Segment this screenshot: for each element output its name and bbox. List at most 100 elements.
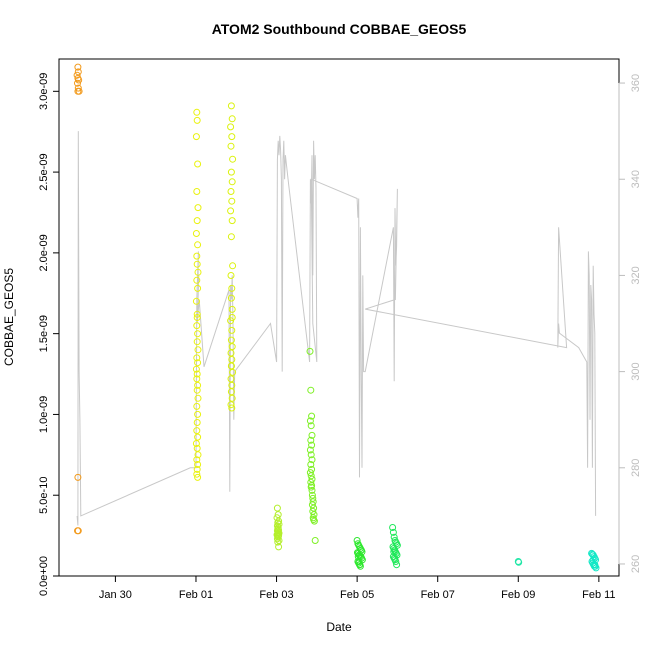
- data-point: [194, 461, 202, 468]
- data-point: [308, 431, 316, 439]
- data-point: [228, 356, 236, 363]
- data-point: [228, 197, 236, 205]
- data-point: [194, 394, 202, 402]
- data-point: [194, 433, 202, 441]
- data-point: [193, 252, 201, 260]
- data-point: [306, 446, 314, 454]
- data-point: [193, 470, 201, 478]
- y-axis-label: COBBAE_GEOS5: [2, 268, 16, 366]
- data-point: [308, 491, 316, 499]
- data-point: [193, 314, 201, 321]
- data-point: [227, 401, 235, 409]
- data-point: [389, 524, 397, 531]
- y-tick-label: 1.0e-09: [38, 396, 50, 433]
- data-point: [194, 330, 202, 338]
- data-point: [227, 375, 235, 383]
- data-point: [193, 217, 201, 225]
- data-point: [194, 473, 202, 481]
- right-axis: 260 280 300 320 340 360: [618, 74, 642, 573]
- data-point: [355, 558, 363, 565]
- data-point: [193, 116, 201, 124]
- data-point: [228, 133, 236, 141]
- data-point: [308, 486, 316, 494]
- data-point: [193, 354, 201, 362]
- data-point: [193, 456, 201, 464]
- data-point: [192, 297, 200, 305]
- data-point: [194, 381, 202, 389]
- data-point: [74, 527, 81, 535]
- data-point: [228, 394, 236, 402]
- data-point: [193, 276, 201, 284]
- data-point: [307, 451, 315, 459]
- scatter-points-layer: [73, 63, 600, 572]
- data-point: [306, 347, 314, 355]
- y-tick-label: 5.0e-10: [38, 477, 50, 514]
- data-point: [228, 178, 236, 186]
- altitude-line: [76, 131, 597, 526]
- y-tick-label: 2.0e-09: [38, 234, 50, 271]
- data-point: [229, 155, 237, 163]
- data-point: [273, 504, 281, 512]
- data-point: [306, 469, 314, 477]
- right-tick-label: 300: [630, 362, 642, 380]
- data-point: [389, 528, 397, 536]
- data-point: [228, 284, 236, 292]
- data-point: [194, 241, 202, 249]
- y-tick-label: 1.5e-09: [38, 315, 50, 352]
- data-point: [228, 217, 236, 225]
- data-point: [74, 63, 82, 71]
- data-point: [308, 412, 316, 420]
- right-tick-label: 280: [630, 459, 642, 477]
- data-point: [307, 483, 315, 491]
- data-point: [227, 168, 235, 176]
- data-point: [227, 388, 235, 396]
- data-point: [227, 207, 235, 215]
- data-point: [193, 370, 201, 378]
- data-point: [193, 386, 201, 394]
- data-point: [192, 230, 200, 237]
- data-point: [310, 504, 318, 512]
- data-point: [515, 558, 523, 566]
- data-point: [227, 123, 235, 131]
- data-point: [228, 404, 236, 412]
- data-point: [306, 417, 314, 425]
- data-point: [228, 314, 236, 321]
- data-point: [307, 386, 315, 394]
- data-point: [309, 494, 317, 502]
- y-tick-label: 3.0e-09: [38, 73, 50, 110]
- data-point: [227, 294, 235, 302]
- data-point: [307, 472, 315, 480]
- data-point: [392, 558, 400, 565]
- data-point: [354, 553, 362, 561]
- data-point: [390, 533, 398, 541]
- data-point: [391, 554, 399, 562]
- data-point: [227, 362, 235, 370]
- data-point: [353, 537, 361, 544]
- data-point: [193, 310, 201, 318]
- data-point: [228, 343, 236, 351]
- data-point: [307, 436, 315, 444]
- data-point: [74, 84, 82, 92]
- data-point: [393, 561, 401, 569]
- x-tick-label: Feb 11: [582, 589, 615, 601]
- x-tick-label: Feb 09: [501, 589, 535, 601]
- data-point: [193, 188, 201, 195]
- x-tick-label: Jan 30: [99, 589, 132, 601]
- data-point: [194, 204, 202, 212]
- y-axis: 0.0e+00 5.0e-10 1.0e-09 1.5e-09 2.0e-09 2.5e-…: [38, 73, 59, 596]
- y-tick-label: 2.5e-09: [38, 153, 50, 190]
- data-point: [227, 102, 235, 110]
- data-point: [194, 268, 202, 276]
- data-point: [74, 68, 82, 76]
- data-point: [227, 349, 235, 357]
- data-point: [193, 419, 201, 426]
- data-point: [311, 537, 319, 544]
- data-point: [194, 284, 202, 292]
- plot-frame: [58, 58, 620, 577]
- data-point: [74, 79, 81, 87]
- data-point: [274, 538, 282, 546]
- data-point: [228, 115, 236, 123]
- data-point: [194, 451, 202, 459]
- data-point: [591, 561, 599, 569]
